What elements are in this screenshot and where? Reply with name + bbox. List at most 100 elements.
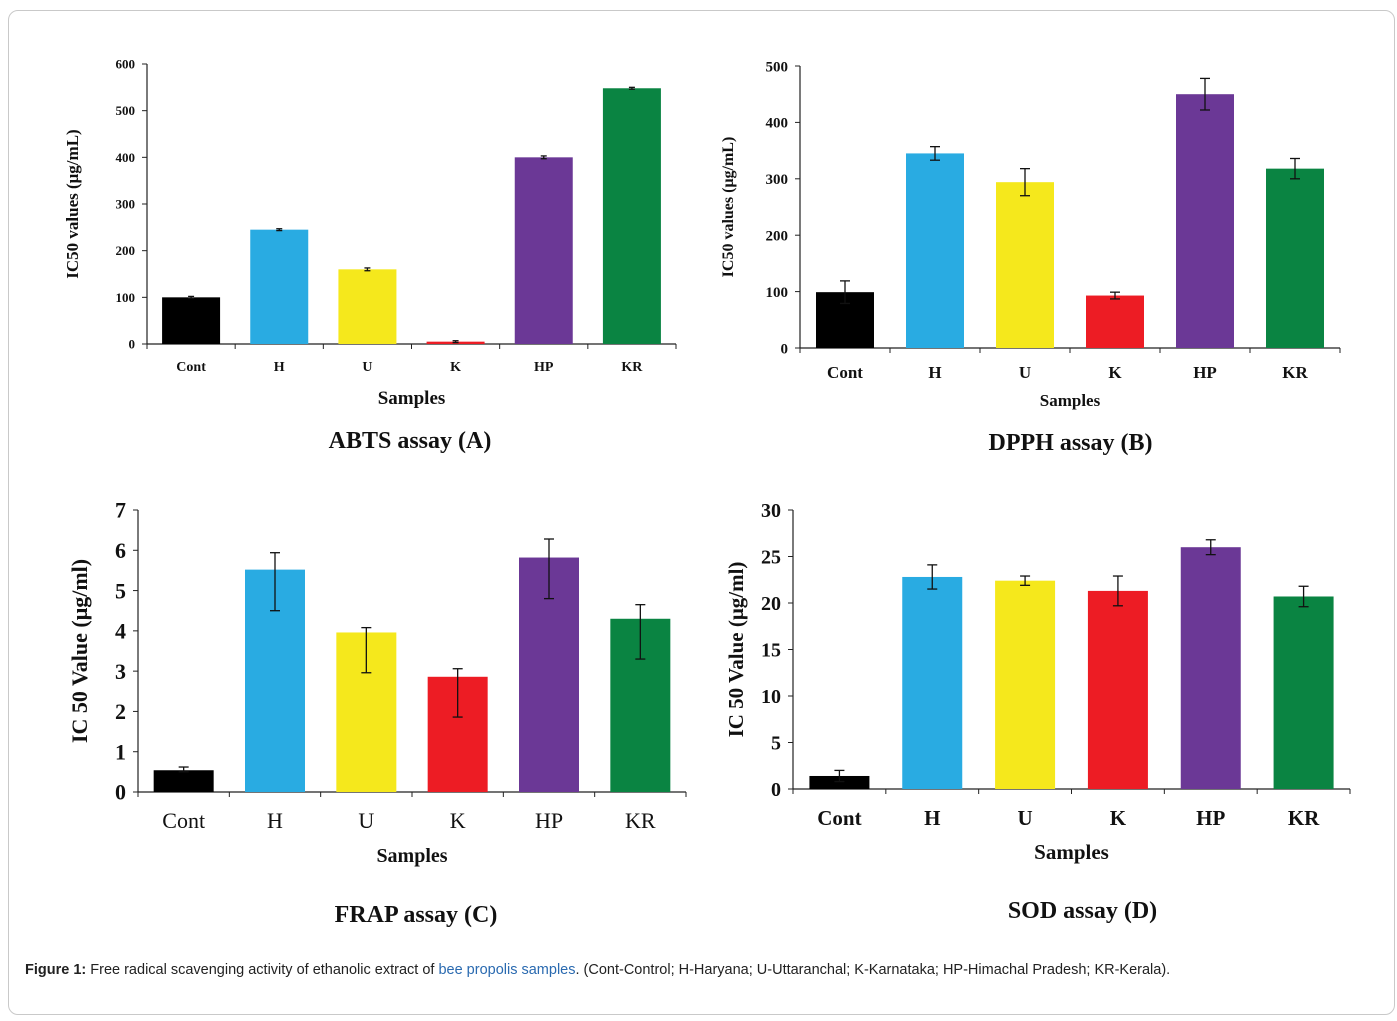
bar-kr — [1273, 596, 1334, 789]
bar-kr — [1266, 168, 1324, 348]
category-label-cont: Cont — [176, 360, 206, 375]
y-axis-title-sod: IC 50 Value (μg/ml) — [724, 562, 748, 738]
category-label-hp: HP — [534, 360, 554, 375]
panel-caption-dpph: DPPH assay (B) — [988, 430, 1153, 456]
category-label-cont: Cont — [162, 808, 205, 833]
sod-chart: 0 5 10 15 20 25 30 Cont H U K HP KR Samples IC 50 Valu… — [724, 500, 1351, 864]
chart-panel-abts: 0 100 200 300 400 500 600 Cont H U K HP KR Samples IC5… — [0, 0, 700, 470]
panel-caption-sod: SOD assay (D) — [1007, 898, 1158, 924]
y-tick-label: 300 — [766, 172, 789, 188]
y-tick-label: 4 — [115, 619, 126, 644]
error-bar-cont — [188, 295, 195, 299]
category-label-kr: KR — [625, 808, 656, 833]
bar-u — [995, 580, 1056, 789]
bar-hp — [1176, 94, 1234, 348]
y-tick-label: 25 — [761, 547, 781, 569]
category-label-hp: HP — [535, 808, 563, 833]
category-label-cont: Cont — [827, 363, 863, 382]
error-bar-cont — [834, 769, 845, 783]
chart-panel-dpph: 0 100 200 300 400 500 Cont H U K HP KR Samples IC50 v… — [700, 0, 1397, 470]
figure-caption: Figure 1: Free radical scavenging activi… — [25, 960, 1385, 980]
bar-cont — [809, 775, 870, 789]
y-tick-label: 600 — [116, 57, 136, 72]
chart-panel-frap: 0 1 2 3 4 5 6 7 Cont H U K HP KR Samples IC 50 Value (μ… — [0, 480, 700, 940]
bar-u — [338, 269, 397, 344]
error-bar-u — [1020, 167, 1030, 197]
category-label-k: K — [450, 360, 461, 375]
category-label-u: U — [1019, 363, 1031, 382]
error-bar-u — [1020, 575, 1031, 586]
y-tick-label: 0 — [129, 337, 136, 352]
category-label-k: K — [1108, 363, 1122, 382]
y-tick-label: 100 — [116, 290, 136, 305]
y-tick-label: 6 — [115, 538, 126, 563]
error-bar-k — [1112, 575, 1123, 607]
error-bar-hp — [1205, 539, 1216, 556]
bar-h — [902, 576, 963, 789]
bar-hp — [1180, 547, 1241, 789]
dpph-chart: 0 100 200 300 400 500 Cont H U K HP KR Samples IC50 v… — [720, 59, 1341, 410]
y-tick-label: 0 — [781, 341, 789, 357]
category-label-kr: KR — [621, 360, 643, 375]
y-tick-label: 400 — [116, 150, 136, 165]
category-label-hp: HP — [1193, 363, 1217, 382]
error-bar-cont — [840, 280, 850, 305]
bar-k — [1086, 295, 1144, 348]
category-label-kr: KR — [1288, 806, 1320, 830]
category-label-k: K — [1110, 806, 1127, 830]
error-bar-h — [270, 552, 280, 612]
y-tick-label: 200 — [766, 228, 789, 244]
category-label-h: H — [924, 806, 940, 830]
error-bar-kr — [1298, 585, 1309, 608]
x-axis-title: Samples — [1034, 840, 1109, 864]
category-label-kr: KR — [1282, 363, 1308, 382]
category-label-h: H — [267, 808, 283, 833]
frap-chart: 0 1 2 3 4 5 6 7 Cont H U K HP KR Samples IC 50 Value (μ… — [67, 498, 687, 867]
y-tick-label: 100 — [766, 285, 789, 301]
category-label-u: U — [362, 360, 372, 375]
error-bar-cont — [178, 766, 189, 773]
y-tick-label: 0 — [771, 779, 781, 801]
category-label-cont: Cont — [817, 806, 861, 830]
bar-cont — [153, 770, 214, 792]
caption-link[interactable]: bee propolis samples — [438, 962, 576, 978]
y-tick-label: 300 — [116, 197, 136, 212]
category-label-u: U — [358, 808, 374, 833]
x-axis-title: Samples — [376, 845, 447, 867]
y-tick-label: 200 — [116, 243, 136, 258]
error-bar-u — [361, 626, 372, 674]
y-tick-label: 15 — [761, 640, 781, 662]
bar-hp — [514, 157, 573, 344]
error-bar-hp — [540, 155, 547, 160]
category-label-h: H — [274, 360, 285, 375]
y-tick-label: 1 — [115, 739, 126, 764]
category-label-h: H — [928, 363, 941, 382]
y-tick-label: 5 — [115, 578, 126, 603]
error-bar-u — [364, 267, 371, 272]
error-bar-h — [930, 146, 940, 161]
bar-h — [906, 153, 964, 348]
caption-text-post: . (Cont-Control; H-Haryana; U-Uttarancha… — [575, 962, 1171, 978]
y-tick-label: 30 — [761, 500, 781, 522]
error-bar-h — [276, 228, 283, 232]
panel-caption-frap: FRAP assay (C) — [334, 902, 498, 928]
bar-cont — [162, 297, 221, 344]
error-bar-kr — [635, 604, 646, 660]
y-tick-label: 20 — [761, 593, 781, 615]
x-axis-title: Samples — [1040, 391, 1101, 410]
category-label-hp: HP — [1196, 806, 1225, 830]
y-tick-label: 5 — [771, 733, 781, 755]
y-tick-label: 2 — [115, 699, 126, 724]
y-tick-label: 400 — [766, 116, 789, 132]
error-bar-kr — [1290, 157, 1300, 180]
caption-text-pre: Free radical scavenging activity of etha… — [90, 962, 435, 978]
bar-u — [996, 182, 1054, 348]
bar-kr — [602, 88, 661, 345]
chart-panel-sod: 0 5 10 15 20 25 30 Cont H U K HP KR Samples IC 50 Valu… — [700, 480, 1397, 940]
bar-h — [250, 229, 309, 344]
y-axis-title-frap: IC 50 Value (μg/ml) — [67, 559, 92, 743]
error-bar-k — [452, 340, 459, 344]
panel-caption-abts: ABTS assay (A) — [328, 428, 492, 454]
figure-frame — [8, 10, 1395, 1015]
y-tick-label: 10 — [761, 686, 781, 708]
